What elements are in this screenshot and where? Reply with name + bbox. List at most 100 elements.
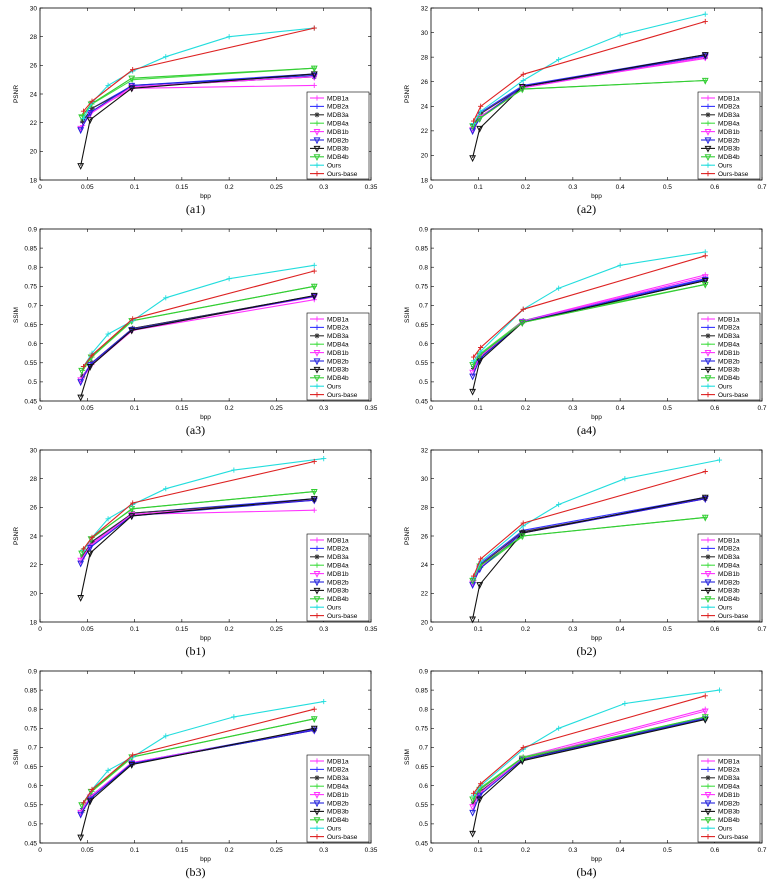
legend-entry: MDB4b [718, 596, 740, 603]
y-axis-label: PSNR [404, 527, 411, 545]
series-line-Ours-base [83, 460, 315, 550]
MDB1b-point [469, 127, 477, 134]
Ours-point [556, 725, 562, 731]
y-tick-label: 30 [421, 30, 429, 37]
Ours-base-point [478, 344, 484, 351]
series-MDB3b [77, 496, 318, 602]
Ours-point [226, 34, 232, 40]
series-line-MDB4b [472, 283, 706, 366]
legend-Ours-base-point [705, 392, 711, 398]
MDB3b-point [701, 494, 709, 502]
MDB4b-point [128, 75, 136, 83]
legend-MDB2b-point [704, 579, 712, 587]
MDB3b-point [469, 830, 477, 838]
chart-svg: 0 0.1 0.2 0.3 0.4 0.5 0.6 0.7 0.45 0.5 0.55 0.6 0.65… [404, 668, 767, 863]
Ours-point [163, 54, 169, 60]
series-MDB3b [77, 725, 318, 842]
series-line-MDB2b [472, 278, 706, 377]
legend-MDB3b-point [704, 366, 712, 374]
Ours-point [231, 714, 237, 720]
series-Ours-base [80, 706, 317, 806]
legend-MDB1b-point [313, 571, 321, 578]
MDB4b-point [701, 281, 709, 289]
series-Ours-base [80, 458, 317, 552]
legend-Ours-point [705, 604, 711, 610]
legend-MDB2a-point [705, 766, 711, 772]
legend-entry: Ours-base [718, 392, 749, 399]
legend-entry: Ours-base [327, 613, 358, 620]
legend-MDB2a-point [314, 766, 320, 772]
x-tick-label: 0.5 [663, 405, 672, 412]
MDB4b-point [128, 506, 136, 514]
x-tick-label: 0 [429, 184, 433, 191]
legend-entry: Ours-base [327, 392, 358, 399]
MDB4b-point [518, 755, 526, 763]
y-tick-label: 0.65 [415, 764, 428, 771]
legend-MDB2b-point [313, 137, 321, 145]
legend-MDB2b-point [704, 358, 712, 366]
series-line-Ours [473, 251, 706, 362]
legend-entry: MDB1b [327, 571, 349, 578]
x-axis-label: bpp [591, 193, 602, 200]
x-tick-label: 0.05 [81, 626, 94, 633]
MDB3b-point [128, 762, 136, 769]
y-tick-label: 26 [421, 79, 429, 86]
chart-panel-b3: 0 0.05 0.1 0.15 0.2 0.25 0.3 0.35 0.45 0.5 0.55 0.6… [0, 663, 391, 884]
MDB4b-point [78, 550, 86, 558]
Ours-base-point [520, 306, 526, 312]
series-line-MDB4b [81, 67, 315, 118]
x-tick-label: 0.4 [616, 405, 625, 412]
series-line-Ours-base [473, 470, 706, 577]
MDB4b-point [310, 65, 318, 73]
Ours-point [311, 262, 317, 268]
x-tick-label: 0.1 [474, 847, 483, 854]
x-tick-label: 0.25 [270, 405, 283, 412]
Ours-point [702, 11, 708, 17]
x-tick-label: 0.3 [319, 626, 328, 633]
legend-entry: MDB4b [327, 154, 349, 161]
x-tick-label: 0.25 [270, 626, 283, 633]
legend-MDB3b-point [704, 587, 712, 595]
legend-entry: MDB4a [718, 563, 740, 570]
chart-caption: (b2) [576, 644, 597, 658]
y-tick-label: 24 [421, 104, 429, 111]
Ours-base-point [130, 67, 136, 73]
MDB3b-point [77, 163, 85, 170]
legend-entry: MDB3b [718, 588, 740, 595]
y-tick-label: 0.6 [419, 341, 428, 348]
x-tick-label: 0.2 [521, 405, 530, 412]
x-tick-label: 0 [429, 405, 433, 412]
legend-entry: MDB4b [327, 375, 349, 382]
x-tick-label: 0 [429, 847, 433, 854]
y-tick-label: 0.8 [28, 707, 37, 714]
MDB3a-point [89, 539, 95, 545]
MDB3b-point [77, 394, 85, 402]
x-tick-label: 0.2 [521, 847, 530, 854]
chart-caption: (b3) [185, 865, 206, 879]
Ours-point [321, 698, 327, 705]
legend-entry: MDB2a [718, 767, 740, 774]
Ours-base-point [80, 364, 87, 370]
y-tick-label: 0.5 [419, 379, 428, 386]
MDB4b-point [469, 362, 477, 369]
x-tick-label: 0.1 [130, 405, 139, 412]
legend-MDB2a-point [705, 324, 711, 330]
Ours-base-point [520, 71, 526, 77]
MDB2b-point [77, 379, 85, 387]
Ours-point [105, 82, 111, 88]
MDB3b-point [128, 513, 136, 521]
x-tick-label: 0.6 [710, 184, 719, 191]
Ours-base-point [470, 573, 477, 579]
MDB3b-point [310, 292, 318, 300]
y-axis-label: SSIM [13, 749, 20, 765]
y-tick-label: 26 [30, 505, 38, 512]
Ours-base-point [520, 520, 526, 526]
y-tick-label: 32 [421, 447, 429, 454]
y-tick-label: 28 [421, 505, 429, 512]
Ours-point [231, 467, 237, 473]
MDB3a-point [520, 529, 526, 535]
legend-entry: Ours-base [718, 834, 749, 841]
MDB2b-point [469, 809, 477, 817]
